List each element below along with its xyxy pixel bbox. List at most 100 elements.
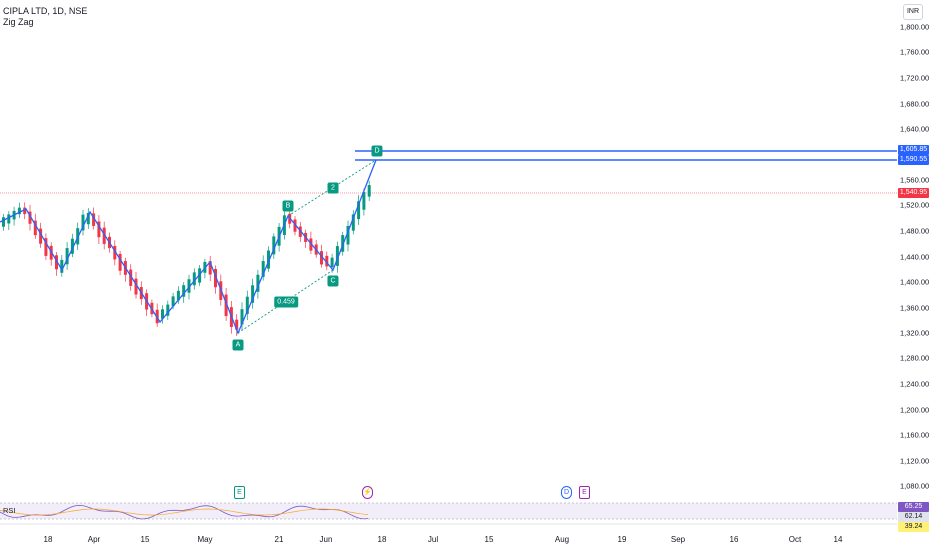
candle-body: [325, 255, 329, 267]
price-axis-label: 1,440.00: [900, 252, 930, 262]
time-axis-label: Aug: [554, 535, 570, 544]
price-axis-label: 1,320.00: [900, 328, 930, 338]
zigzag-line: [0, 159, 377, 335]
candle-body: [44, 238, 48, 256]
price-axis-label: 1,720.00: [900, 73, 930, 83]
candle-body: [309, 238, 313, 251]
candle-body: [251, 285, 255, 303]
candle-body: [187, 279, 191, 293]
price-axis-label: 1,160.00: [900, 430, 930, 440]
price-axis-label: 1,360.00: [900, 303, 930, 313]
price-axis-label: 1,120.00: [900, 456, 930, 466]
price-axis-label: 1,480.00: [900, 226, 930, 236]
pattern-label-a[interactable]: A: [232, 339, 244, 351]
candle-body: [256, 274, 260, 292]
time-axis-label: May: [197, 535, 213, 544]
currency-button[interactable]: INR: [903, 4, 923, 20]
time-axis-label: 21: [274, 535, 284, 544]
candle-body: [70, 238, 74, 254]
price-axis-label: 1,520.00: [900, 200, 930, 210]
earnings-upcoming-icon[interactable]: E: [579, 486, 590, 499]
time-axis-label: Apr: [87, 535, 101, 544]
time-axis-label: 19: [617, 535, 627, 544]
price-tag: 62.14: [898, 512, 929, 522]
time-axis-label: 15: [140, 535, 150, 544]
candle-body: [171, 296, 175, 307]
candle-body: [357, 201, 361, 220]
price-axis-label: 1,200.00: [900, 405, 930, 415]
candle-body: [102, 227, 106, 244]
time-axis-label: Jun: [319, 535, 333, 544]
candle-body: [267, 250, 270, 269]
candle-body: [17, 207, 21, 215]
price-tag: 39.24: [898, 522, 929, 532]
candle-body: [65, 248, 69, 265]
dividend-event-icon[interactable]: D: [561, 486, 572, 499]
pattern-label-c[interactable]: C: [327, 275, 339, 287]
candle-body: [208, 261, 212, 275]
candle-body: [118, 253, 122, 271]
rsi-line: [0, 504, 369, 520]
candle-body: [330, 257, 334, 268]
price-tag: 1,540.95: [898, 188, 929, 198]
symbol-title[interactable]: CIPLA LTD, 1D, NSE: [3, 6, 88, 16]
rsi-band: [0, 503, 897, 519]
candle-body: [23, 207, 27, 215]
earnings-event-icon[interactable]: E: [234, 486, 245, 499]
time-axis-label: 18: [43, 535, 53, 544]
candle-body: [192, 272, 196, 286]
price-tag: 1,590.55: [898, 155, 929, 165]
time-axis-label: 14: [833, 535, 843, 544]
candle-body: [166, 304, 170, 316]
candle-body: [60, 259, 64, 273]
pattern-label-ratio-ac[interactable]: 0.459: [274, 296, 298, 308]
time-axis-label: 16: [729, 535, 739, 544]
candle-body: [55, 255, 58, 270]
candle-body: [224, 294, 228, 317]
price-axis-label: 1,400.00: [900, 277, 930, 287]
candle-body: [7, 214, 11, 224]
time-axis-label: 15: [484, 535, 494, 544]
pattern-label-ratio-bd[interactable]: 2: [327, 182, 339, 194]
candle-body: [39, 228, 43, 244]
candle-body: [28, 211, 32, 224]
pattern-label-d[interactable]: D: [371, 145, 383, 157]
rsi-ma-line: [0, 508, 369, 516]
price-axis-label: 1,640.00: [900, 124, 930, 134]
price-tag: 1,605.85: [898, 145, 929, 155]
candle-body: [362, 192, 366, 210]
rsi-indicator-label[interactable]: RSI: [3, 506, 16, 515]
candle-body: [33, 220, 37, 236]
price-axis[interactable]: 1,800.00 1,760.00 1,720.00 1,680.00 1,640.00…: [897, 0, 932, 550]
candle-body: [182, 285, 186, 297]
candle-body: [2, 217, 5, 227]
candle-body: [240, 309, 244, 325]
chart-legend: CIPLA LTD, 1D, NSE Zig Zag: [3, 6, 87, 28]
candle-body: [235, 319, 239, 330]
candle-body: [81, 214, 85, 231]
time-axis-label: Sep: [670, 535, 686, 544]
price-tag: 65.25: [898, 502, 929, 512]
candle-body: [129, 269, 133, 286]
split-event-icon[interactable]: ⚡: [362, 486, 373, 499]
time-axis-label: Oct: [788, 535, 802, 544]
time-axis-label: Jul: [427, 535, 439, 544]
candle-body: [92, 213, 96, 226]
candle-body: [261, 261, 265, 277]
candle-body: [320, 251, 323, 265]
candle-body: [346, 225, 350, 245]
candlestick-series: [2, 180, 371, 337]
price-axis-label: 1,240.00: [900, 379, 930, 389]
candle-body: [367, 185, 371, 197]
candle-body: [272, 236, 276, 255]
candle-body: [113, 245, 117, 260]
price-axis-label: 1,760.00: [900, 47, 930, 57]
pattern-label-b[interactable]: B: [282, 200, 294, 212]
time-axis-label: 18: [377, 535, 387, 544]
price-axis-label: 1,800.00: [900, 22, 930, 32]
candle-body: [97, 221, 101, 238]
candle-body: [293, 219, 297, 232]
price-axis-label: 1,680.00: [900, 99, 930, 109]
indicator-name[interactable]: Zig Zag: [3, 17, 34, 27]
